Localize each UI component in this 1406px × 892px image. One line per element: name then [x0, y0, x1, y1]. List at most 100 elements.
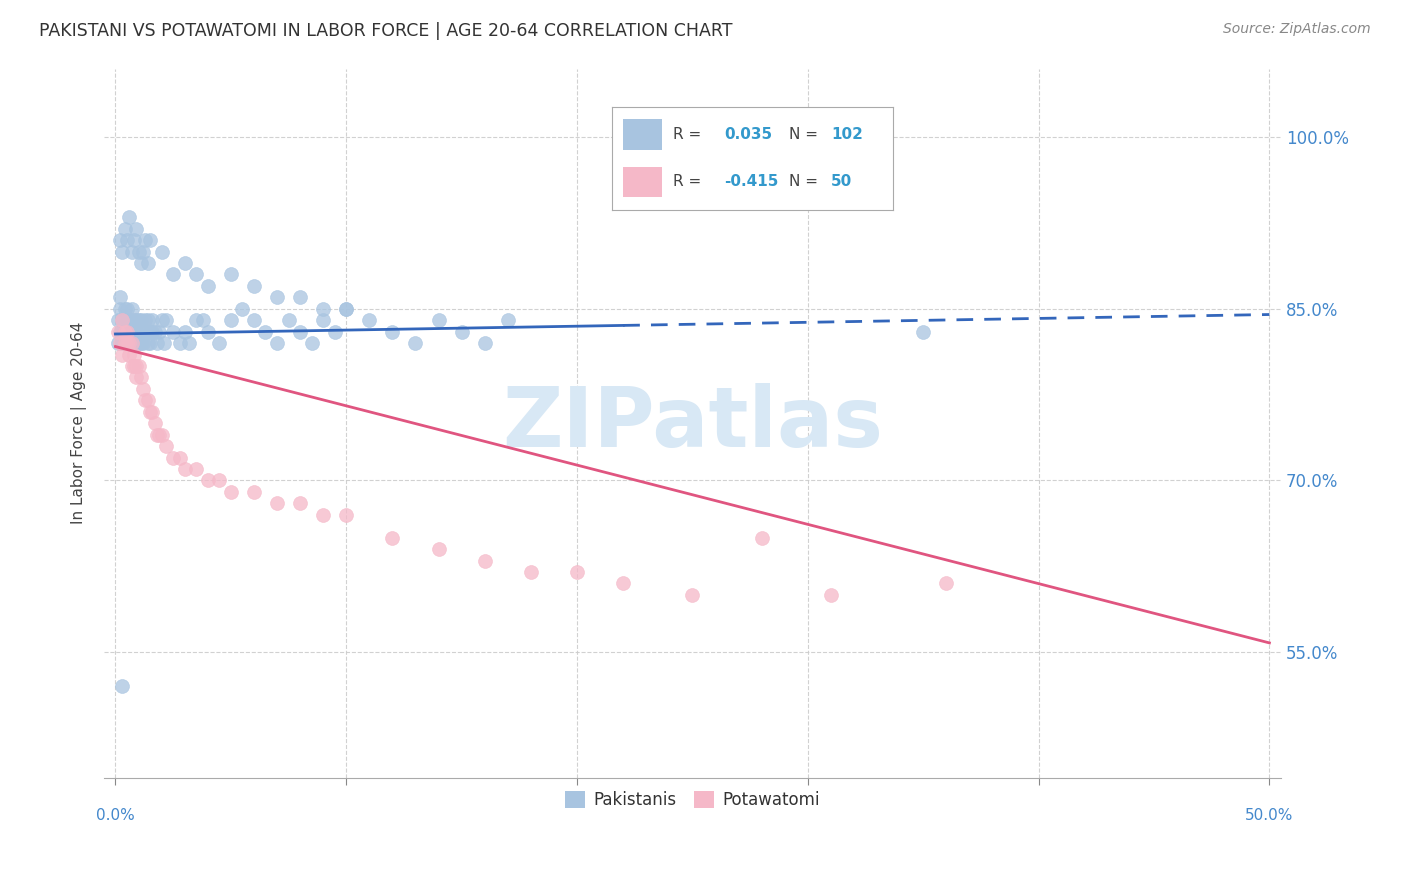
Point — [128, 244, 150, 259]
Point — [427, 542, 450, 557]
Point — [122, 348, 145, 362]
Point — [108, 290, 131, 304]
Point — [128, 313, 150, 327]
Text: R =: R = — [673, 128, 702, 142]
Point — [148, 325, 170, 339]
Point — [122, 336, 145, 351]
Point — [162, 325, 184, 339]
Point — [450, 325, 472, 339]
Point — [136, 336, 159, 351]
Point — [153, 336, 176, 351]
Point — [231, 301, 253, 316]
Point — [134, 313, 156, 327]
Point — [139, 325, 162, 339]
Point — [111, 325, 134, 339]
Point — [150, 313, 173, 327]
Point — [132, 244, 155, 259]
Point — [114, 336, 136, 351]
Point — [150, 244, 173, 259]
Point — [108, 325, 131, 339]
Point — [111, 313, 134, 327]
Point — [125, 370, 148, 384]
Point — [134, 233, 156, 247]
Point — [312, 301, 335, 316]
Point — [111, 336, 134, 351]
Point — [150, 427, 173, 442]
Point — [301, 336, 323, 351]
Point — [111, 679, 134, 693]
Point — [162, 450, 184, 465]
Text: R =: R = — [673, 175, 702, 189]
Text: -0.415: -0.415 — [724, 175, 779, 189]
Point — [173, 256, 195, 270]
Point — [162, 268, 184, 282]
Point — [132, 382, 155, 396]
Point — [122, 313, 145, 327]
Point — [312, 313, 335, 327]
Point — [169, 450, 191, 465]
Point — [474, 336, 496, 351]
Point — [115, 325, 138, 339]
Point — [139, 336, 162, 351]
Point — [118, 348, 141, 362]
Text: ZIPatlas: ZIPatlas — [502, 383, 883, 464]
Point — [107, 313, 129, 327]
Point — [565, 565, 588, 579]
Point — [323, 325, 346, 339]
Point — [107, 336, 129, 351]
Point — [191, 313, 214, 327]
Point — [121, 359, 143, 373]
Point — [128, 336, 150, 351]
Point — [173, 462, 195, 476]
Text: 50: 50 — [831, 175, 852, 189]
Point — [111, 336, 134, 351]
Point — [197, 279, 219, 293]
Point — [132, 336, 155, 351]
Point — [520, 565, 543, 579]
Point — [118, 313, 141, 327]
Point — [129, 370, 152, 384]
Point — [169, 336, 191, 351]
Point — [243, 313, 266, 327]
Y-axis label: In Labor Force | Age 20-64: In Labor Force | Age 20-64 — [72, 322, 87, 524]
Point — [118, 336, 141, 351]
Point — [114, 336, 136, 351]
Point — [114, 221, 136, 235]
Point — [128, 325, 150, 339]
Point — [115, 313, 138, 327]
Point — [146, 427, 169, 442]
FancyBboxPatch shape — [623, 120, 662, 150]
Legend: Pakistanis, Potawatomi: Pakistanis, Potawatomi — [558, 784, 827, 815]
Point — [146, 336, 169, 351]
Point — [312, 508, 335, 522]
Point — [128, 359, 150, 373]
Point — [266, 290, 288, 304]
Point — [243, 484, 266, 499]
Point — [219, 268, 242, 282]
Point — [114, 325, 136, 339]
Point — [912, 325, 935, 339]
Point — [129, 256, 152, 270]
Point — [266, 496, 288, 510]
Point — [111, 348, 134, 362]
Point — [108, 336, 131, 351]
Text: 102: 102 — [831, 128, 863, 142]
Point — [136, 393, 159, 408]
Point — [474, 553, 496, 567]
Point — [681, 588, 703, 602]
Point — [197, 474, 219, 488]
Point — [496, 313, 519, 327]
Point — [427, 313, 450, 327]
Point — [139, 405, 162, 419]
Point — [107, 325, 129, 339]
Point — [186, 462, 208, 476]
Point — [108, 301, 131, 316]
Point — [208, 474, 231, 488]
Point — [143, 325, 166, 339]
Point — [115, 336, 138, 351]
Point — [141, 405, 163, 419]
Point — [155, 313, 177, 327]
Point — [243, 279, 266, 293]
Point — [115, 233, 138, 247]
Point — [134, 393, 156, 408]
